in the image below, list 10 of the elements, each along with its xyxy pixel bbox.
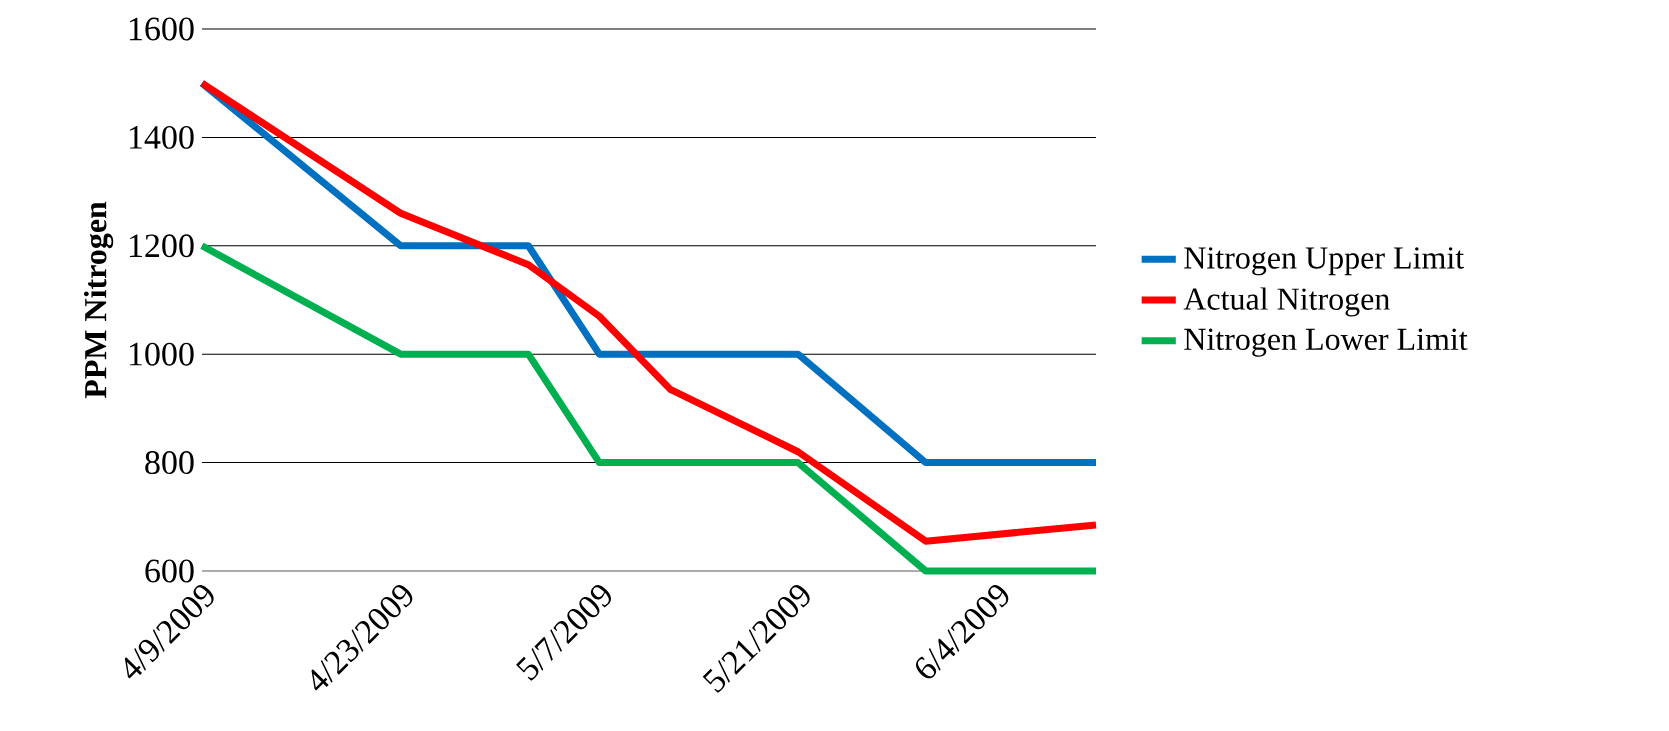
- legend-label: Nitrogen Lower Limit: [1184, 328, 1468, 357]
- y-tick-label: 600: [145, 559, 194, 583]
- y-axis-title: PPM Nitrogen: [83, 201, 114, 399]
- legend-label: Nitrogen Upper Limit: [1184, 247, 1464, 276]
- legend-label: Actual Nitrogen: [1183, 287, 1390, 317]
- y-tick-label: 1600: [129, 17, 194, 41]
- y-tick-label: 1000: [129, 342, 194, 366]
- y-tick-label: 1200: [129, 234, 194, 258]
- y-tick-label: 1400: [129, 125, 194, 149]
- y-tick-label: 800: [145, 451, 194, 475]
